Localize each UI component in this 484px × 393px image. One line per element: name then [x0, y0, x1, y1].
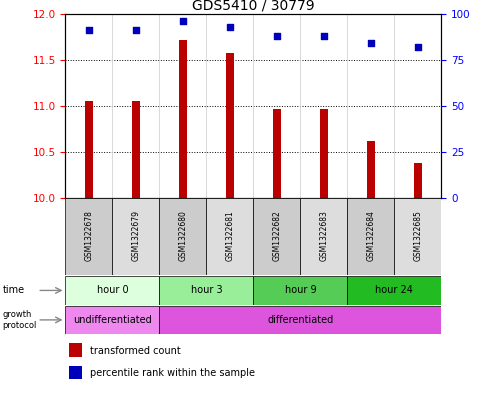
Text: GSM1322682: GSM1322682: [272, 210, 281, 261]
Point: [366, 40, 374, 46]
Text: GSM1322685: GSM1322685: [412, 210, 422, 261]
Bar: [69, 365, 82, 379]
Bar: [65, 198, 112, 275]
Point: [319, 33, 327, 39]
Bar: [159, 306, 440, 334]
Bar: [206, 198, 253, 275]
Text: GSM1322680: GSM1322680: [178, 210, 187, 261]
Text: GSM1322683: GSM1322683: [319, 210, 328, 261]
Text: differentiated: differentiated: [267, 315, 333, 325]
Bar: [319, 109, 328, 198]
Bar: [366, 141, 374, 198]
Bar: [159, 198, 206, 275]
Text: growth
protocol: growth protocol: [2, 310, 37, 330]
Text: percentile rank within the sample: percentile rank within the sample: [90, 368, 255, 378]
Point: [179, 18, 186, 24]
Text: GSM1322681: GSM1322681: [225, 210, 234, 261]
Bar: [65, 306, 159, 334]
Text: time: time: [2, 285, 25, 296]
Text: GSM1322678: GSM1322678: [84, 210, 93, 261]
Point: [226, 24, 233, 30]
Point: [85, 27, 92, 33]
Bar: [253, 276, 347, 305]
Text: hour 0: hour 0: [96, 285, 128, 296]
Bar: [253, 198, 300, 275]
Bar: [393, 198, 440, 275]
Bar: [132, 101, 140, 198]
Text: GSM1322679: GSM1322679: [131, 210, 140, 261]
Text: hour 24: hour 24: [375, 285, 412, 296]
Bar: [413, 163, 421, 198]
Bar: [272, 109, 281, 198]
Bar: [85, 101, 93, 198]
Bar: [347, 198, 393, 275]
Title: GDS5410 / 30779: GDS5410 / 30779: [192, 0, 314, 13]
Text: undifferentiated: undifferentiated: [73, 315, 151, 325]
Bar: [347, 276, 440, 305]
Point: [132, 27, 139, 33]
Bar: [159, 276, 253, 305]
Point: [413, 44, 421, 50]
Bar: [300, 198, 347, 275]
Bar: [112, 198, 159, 275]
Text: hour 9: hour 9: [284, 285, 316, 296]
Text: hour 3: hour 3: [190, 285, 222, 296]
Point: [272, 33, 280, 39]
Bar: [65, 276, 159, 305]
Bar: [178, 40, 187, 198]
Text: transformed count: transformed count: [90, 345, 180, 356]
Bar: [225, 53, 234, 198]
Bar: [69, 343, 82, 356]
Text: GSM1322684: GSM1322684: [365, 210, 375, 261]
